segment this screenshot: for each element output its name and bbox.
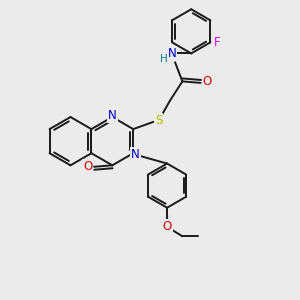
- Text: N: N: [108, 109, 117, 122]
- Text: F: F: [214, 36, 220, 49]
- Text: O: O: [202, 75, 212, 88]
- Text: N: N: [131, 148, 140, 161]
- Text: O: O: [83, 160, 92, 173]
- Text: H: H: [160, 54, 168, 64]
- Text: S: S: [155, 114, 163, 127]
- Text: O: O: [163, 220, 172, 233]
- Text: N: N: [168, 47, 176, 60]
